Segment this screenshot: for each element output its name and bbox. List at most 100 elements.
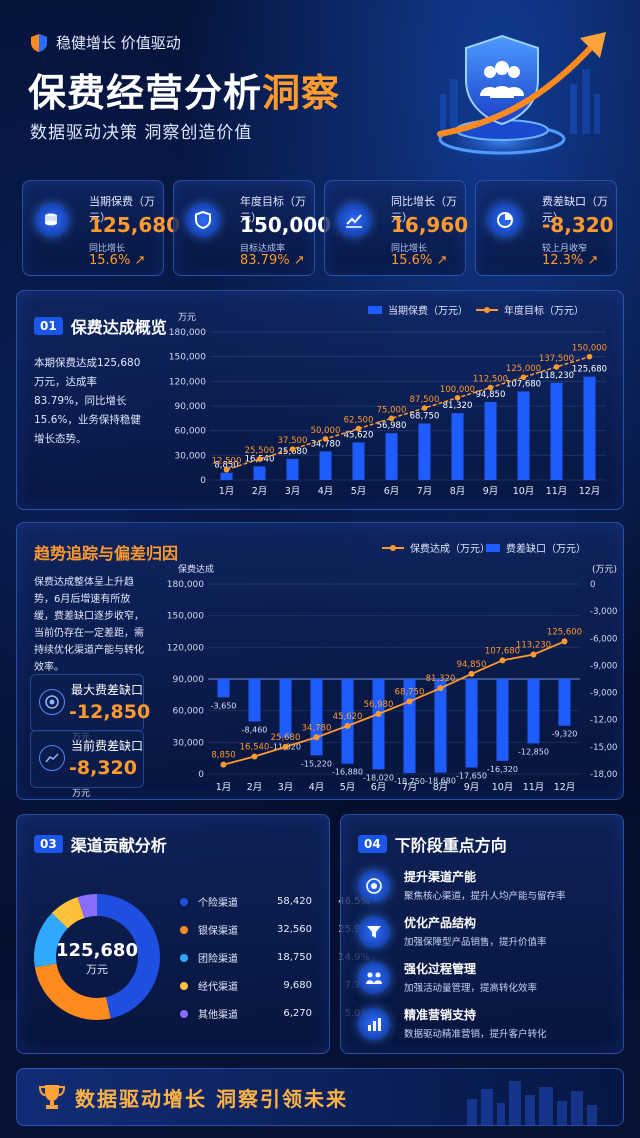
gap-bar xyxy=(310,679,323,756)
pie-chart-icon xyxy=(488,203,522,237)
gap-bar-label: -18,020 xyxy=(363,773,394,782)
line-point xyxy=(530,651,537,658)
y2-tick-label: -12,000 xyxy=(590,716,618,726)
hero-tag: 稳健增长 价值驱动 xyxy=(30,32,181,53)
line-point xyxy=(256,456,263,462)
section-channel-contribution xyxy=(16,814,330,1054)
x-tick-label: 7月 xyxy=(417,486,433,497)
focus-item-desc: 聚焦核心渠道，提升人均产能与留存率 xyxy=(404,891,566,902)
focus-item-desc: 数据驱动精准营销，提升客户转化 xyxy=(404,1029,547,1040)
focus-item-desc: 加强保障型产品销售，提升价值率 xyxy=(404,937,547,948)
x-tick-label: 8月 xyxy=(450,486,466,497)
bar xyxy=(253,466,266,480)
x-tick-label: 6月 xyxy=(371,782,387,793)
page-subtitle: 数据驱动决策 洞察创造价值 xyxy=(30,123,253,143)
line-point xyxy=(289,446,296,452)
y-tick-label: 0 xyxy=(200,476,206,486)
x-tick-label: 8月 xyxy=(433,782,449,793)
trend-chart: 保费达成 (万元) 0 30,000 60,000 90,000 120,000 150,00… xyxy=(167,563,618,793)
gap-bar xyxy=(279,679,292,739)
x-tick-label: 2月 xyxy=(252,486,268,497)
gap-bar-label: -9,320 xyxy=(552,730,578,739)
line-point xyxy=(468,670,475,677)
x-tick-label: 7月 xyxy=(402,782,418,793)
line-label: 25,500 xyxy=(245,446,275,456)
trend-chart-icon xyxy=(337,203,371,237)
line-label: 12,500 xyxy=(212,457,242,467)
x-tick-label: 5月 xyxy=(351,486,367,497)
line-point xyxy=(586,353,593,360)
kpi-label: 费差缺口（万元） xyxy=(542,195,608,224)
donut-total: 125,680 xyxy=(56,940,138,961)
line-label: 45,620 xyxy=(333,712,363,722)
kpi-sub-label: 目标达成率 xyxy=(240,244,286,254)
bar xyxy=(319,451,332,480)
legend-dot xyxy=(180,925,188,934)
y-tick-label: 120,000 xyxy=(169,377,206,387)
y2-tick-label: -6,000 xyxy=(590,634,617,644)
line-point xyxy=(421,405,428,411)
line-label: 125,000 xyxy=(506,364,541,374)
trophy-icon xyxy=(39,1085,65,1109)
arrow-up-icon: ↗ xyxy=(293,253,305,268)
gap-bar xyxy=(558,679,571,726)
gap-bar-label: -18,750 xyxy=(394,777,425,786)
bar-label: 125,680 xyxy=(572,365,607,375)
x-tick-label: 10月 xyxy=(492,782,514,793)
line-label: 150,000 xyxy=(572,344,607,354)
line-point xyxy=(375,710,382,717)
line-label: 87,500 xyxy=(410,395,440,405)
bar-label: 45,620 xyxy=(344,430,374,440)
kpi-sub-value: 15.6% ↗ xyxy=(391,253,448,268)
kpi-sub-value: 12.3% ↗ xyxy=(542,253,599,268)
line-point xyxy=(388,415,395,422)
gap-bar-label: -16,880 xyxy=(332,768,363,777)
x-tick-label: 5月 xyxy=(340,782,356,793)
section-description: 保费达成整体呈上升趋势，6月后增速有所放缓，费差缺口逐步收窄，当前仍存在一定差距… xyxy=(34,577,144,673)
y-tick-label: 90,000 xyxy=(175,402,207,412)
line-label: 50,000 xyxy=(311,426,341,436)
donut-slice xyxy=(77,894,98,919)
legend-line: 年度目标（万元） xyxy=(476,302,584,317)
y-tick-label: 60,000 xyxy=(173,707,205,717)
x-tick-label: 12月 xyxy=(579,486,601,497)
target-line xyxy=(226,355,590,471)
bar-label: 34,780 xyxy=(311,439,341,449)
bar-label: 56,980 xyxy=(377,421,407,431)
line-label: 16,540 xyxy=(240,743,270,753)
y2-tick-label: -15,000 xyxy=(590,743,618,753)
kpi-value: -8,320 xyxy=(542,213,614,237)
gap-bar xyxy=(496,679,509,761)
trend-icon xyxy=(39,745,65,771)
legend-line: 保费达成（万元） xyxy=(382,540,490,555)
x-tick-label: 3月 xyxy=(278,782,294,793)
current-gap-card: 当前费差缺口 -8,320万元 xyxy=(30,730,144,799)
line-point xyxy=(355,425,362,432)
gap-bar xyxy=(217,679,230,698)
x-tick-label: 6月 xyxy=(384,486,400,497)
legend-bar: 费差缺口（万元） xyxy=(486,540,586,555)
line-label: 34,780 xyxy=(302,723,332,733)
bar-chart-icon xyxy=(358,1008,390,1040)
channel-donut-chart xyxy=(34,894,160,1020)
line-point xyxy=(454,394,461,401)
arrow-up-icon: ↗ xyxy=(134,253,146,268)
kpi-card-premium: 当期保费（万元） 125,680 同比增长 15.6% ↗ xyxy=(22,180,180,276)
x-tick-label: 1月 xyxy=(219,486,235,497)
bar-label: 94,850 xyxy=(476,390,506,400)
bar xyxy=(517,391,530,480)
kpi-label: 同比增长（万元） xyxy=(391,195,457,224)
gap-bar xyxy=(372,679,385,770)
channel-value: 18,750 xyxy=(277,952,312,963)
bar xyxy=(385,433,398,480)
hero-tag-text: 稳健增长 价值驱动 xyxy=(56,34,181,52)
channel-value: 6,270 xyxy=(283,1008,312,1019)
x-tick-label: 10月 xyxy=(513,486,535,497)
y-tick-label: 0 xyxy=(198,770,204,780)
kpi-sub-label: 同比增长 xyxy=(89,244,126,254)
bar xyxy=(352,442,365,480)
x-tick-label: 12月 xyxy=(554,782,576,793)
gap-bar-label: -15,220 xyxy=(301,759,332,768)
y-tick-label: 150,000 xyxy=(167,612,204,622)
gap-bar xyxy=(527,679,540,744)
